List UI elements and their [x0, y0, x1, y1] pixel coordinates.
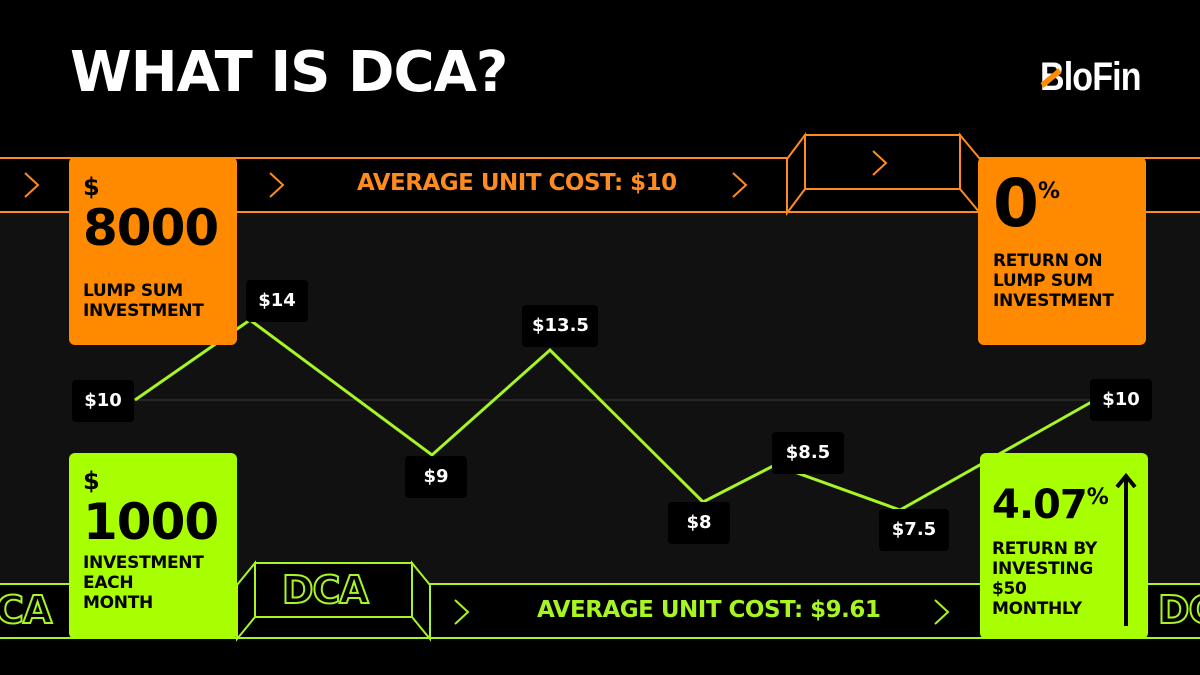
chevron-right-icon [872, 150, 888, 176]
point-label: $9 [405, 456, 467, 498]
dca-return: 4.07% [992, 482, 1109, 528]
dca-3d-box [236, 560, 431, 642]
price-line [134, 318, 1096, 512]
dca-average-cost: AVERAGE UNIT COST: $9.61 [537, 597, 881, 623]
page-title: WHAT IS DCA? [70, 40, 508, 105]
chevron-right-icon [732, 172, 748, 198]
lump-sum-return: 0% [993, 165, 1060, 242]
lump-sum-return-label: RETURN ON LUMP SUM INVESTMENT [993, 251, 1114, 311]
dca-return-label: RETURN BY INVESTING $50 MONTHLY [992, 539, 1097, 619]
chevron-right-icon [454, 599, 470, 625]
lump-sum-card: $ 8000 LUMP SUM INVESTMENT [69, 157, 237, 345]
brand-name: BloFin [1040, 55, 1142, 99]
dca-tag-partial-right: DC [1157, 587, 1200, 633]
dca-tag: DCA [281, 567, 370, 613]
dca-amount: 1000 [83, 493, 219, 551]
point-label: $10 [1090, 379, 1152, 421]
lump-sum-average-cost: AVERAGE UNIT COST: $10 [357, 170, 677, 196]
dca-label: INVESTMENT EACH MONTH [83, 553, 204, 613]
point-label: $8.5 [772, 432, 844, 474]
chevron-right-icon [934, 599, 950, 625]
currency-symbol: $ [83, 173, 100, 201]
chevron-right-icon [269, 172, 285, 198]
chevron-right-icon [24, 172, 40, 198]
point-label: $8 [668, 502, 730, 544]
lump-sum-amount: 8000 [83, 199, 219, 257]
point-label: $13.5 [522, 305, 598, 347]
lump-sum-label: LUMP SUM INVESTMENT [83, 281, 204, 321]
brand-logo: BloFin [1040, 55, 1142, 100]
arrow-up-icon [1115, 472, 1137, 626]
band-3d-box [786, 132, 981, 216]
dca-tag-partial-left: CA [0, 587, 53, 633]
dca-return-card: 4.07% RETURN BY INVESTING $50 MONTHLY [980, 453, 1148, 639]
lump-sum-return-card: 0% RETURN ON LUMP SUM INVESTMENT [978, 157, 1146, 345]
point-label: $14 [246, 280, 308, 322]
dca-investment-card: $ 1000 INVESTMENT EACH MONTH [69, 453, 237, 639]
point-label: $7.5 [879, 509, 949, 551]
currency-symbol: $ [83, 467, 100, 495]
point-label: $10 [72, 380, 134, 422]
